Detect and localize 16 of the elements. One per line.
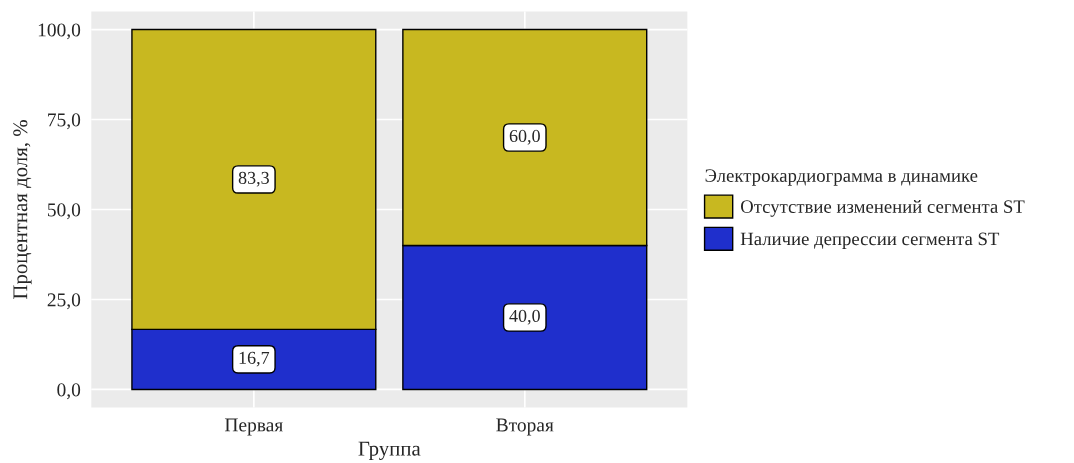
legend-label: Наличие депрессии сегмента ST — [740, 232, 1000, 249]
x-tick-label: Вторая — [496, 418, 554, 436]
y-tick-label: 100,0 — [38, 23, 81, 40]
data-label: 40,0 — [509, 309, 540, 325]
y-tick-label: 25,0 — [47, 293, 81, 310]
data-label: 83,3 — [238, 171, 269, 187]
y-tick-label: 0,0 — [57, 383, 81, 400]
data-label: 60,0 — [509, 129, 540, 145]
legend-title: Электрокардиограмма в динамике — [705, 169, 978, 186]
y-axis-title: Процентная доля, % — [13, 120, 32, 300]
data-label: 16,7 — [239, 351, 270, 367]
legend-label: Отсутствие изменений сегмента ST — [740, 199, 1025, 217]
y-tick-label: 50,0 — [47, 203, 81, 220]
x-tick-label: Первая — [224, 418, 283, 436]
y-tick-label: 75,0 — [48, 113, 81, 130]
x-axis-title: Группа — [358, 441, 421, 460]
